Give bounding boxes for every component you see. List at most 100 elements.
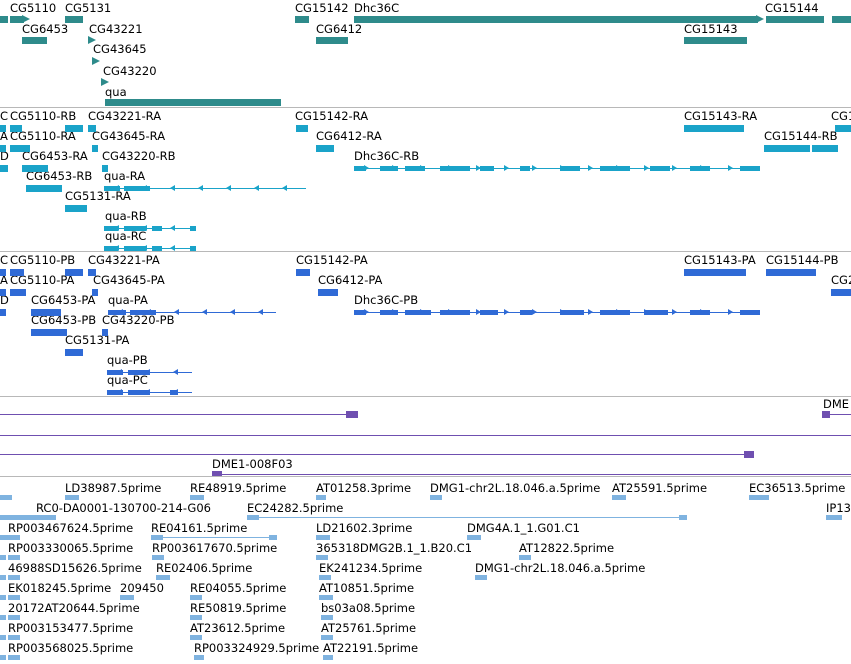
feature-glyph[interactable] (156, 575, 170, 580)
intron-line[interactable] (104, 228, 196, 229)
feature-glyph[interactable] (600, 166, 630, 171)
strand-arrow[interactable] (173, 369, 178, 375)
feature-glyph[interactable] (8, 615, 20, 620)
feature-glyph[interactable] (152, 246, 162, 251)
feature-glyph[interactable] (612, 495, 626, 500)
feature-glyph[interactable] (812, 145, 838, 152)
strand-arrow[interactable] (142, 245, 147, 251)
feature-glyph[interactable] (190, 595, 202, 600)
strand-arrow[interactable] (114, 245, 119, 251)
feature-glyph[interactable] (295, 16, 309, 23)
feature-glyph[interactable] (475, 575, 487, 580)
intron-line[interactable] (354, 168, 760, 169)
feature-glyph[interactable] (10, 269, 24, 276)
feature-glyph[interactable] (0, 595, 6, 600)
feature-glyph[interactable] (0, 145, 6, 152)
feature-glyph[interactable] (740, 166, 760, 171)
feature-glyph[interactable] (128, 370, 150, 375)
feature-glyph[interactable] (92, 289, 98, 296)
strand-arrow[interactable] (728, 309, 733, 315)
feature-glyph[interactable] (104, 186, 120, 191)
intron-line[interactable] (354, 312, 760, 313)
feature-glyph[interactable] (831, 289, 851, 296)
feature-glyph[interactable] (0, 555, 6, 560)
strand-arrow[interactable] (476, 309, 481, 315)
feature-glyph[interactable] (102, 165, 108, 172)
strand-arrow[interactable] (700, 309, 705, 315)
feature-glyph[interactable] (520, 310, 532, 315)
feature-glyph[interactable] (0, 269, 6, 276)
feature-glyph[interactable] (684, 37, 747, 44)
strand-arrow[interactable] (672, 309, 677, 315)
feature-glyph[interactable] (247, 515, 259, 520)
strand-arrow[interactable] (198, 185, 203, 191)
feature-glyph[interactable] (480, 166, 494, 171)
strand-arrow[interactable] (118, 309, 123, 315)
feature-glyph[interactable] (0, 655, 6, 660)
est-line[interactable] (151, 537, 277, 538)
feature-glyph[interactable] (405, 310, 431, 315)
feature-glyph[interactable] (319, 595, 333, 600)
feature-glyph[interactable] (128, 390, 150, 395)
strand-arrow[interactable] (174, 309, 179, 315)
strand-arrow[interactable] (476, 165, 481, 171)
feature-glyph[interactable] (744, 451, 754, 458)
feature-glyph[interactable] (354, 166, 366, 171)
feature-glyph[interactable] (92, 145, 98, 152)
feature-glyph[interactable] (108, 310, 126, 315)
strand-arrow[interactable] (560, 309, 565, 315)
feature-glyph[interactable] (316, 145, 334, 152)
feature-glyph[interactable] (684, 269, 746, 276)
feature-glyph[interactable] (104, 226, 118, 231)
feature-glyph[interactable] (10, 289, 26, 296)
feature-glyph[interactable] (8, 635, 20, 640)
feature-glyph[interactable] (440, 310, 470, 315)
strand-arrow[interactable] (672, 165, 677, 171)
feature-glyph[interactable] (31, 309, 61, 316)
feature-glyph[interactable] (832, 16, 851, 23)
feature-glyph[interactable] (318, 289, 338, 296)
feature-glyph[interactable] (835, 125, 851, 132)
strand-arrow[interactable] (101, 78, 109, 86)
feature-glyph[interactable] (316, 37, 348, 44)
feature-glyph[interactable] (88, 125, 96, 132)
feature-glyph[interactable] (380, 310, 398, 315)
strand-arrow[interactable] (202, 309, 207, 315)
strand-arrow[interactable] (230, 309, 235, 315)
feature-glyph[interactable] (269, 535, 277, 540)
feature-glyph[interactable] (0, 165, 8, 172)
strand-arrow[interactable] (142, 225, 147, 231)
feature-glyph[interactable] (764, 145, 810, 152)
strand-arrow[interactable] (392, 165, 397, 171)
strand-arrow[interactable] (92, 57, 100, 65)
feature-glyph[interactable] (190, 226, 196, 231)
feature-glyph[interactable] (296, 125, 308, 132)
feature-glyph[interactable] (65, 349, 83, 356)
feature-glyph[interactable] (0, 125, 6, 132)
feature-glyph[interactable] (346, 411, 358, 418)
feature-glyph[interactable] (0, 615, 6, 620)
strand-arrow[interactable] (448, 165, 453, 171)
feature-glyph[interactable] (380, 166, 398, 171)
feature-glyph[interactable] (10, 145, 30, 152)
strand-arrow[interactable] (282, 185, 287, 191)
feature-glyph[interactable] (120, 595, 134, 600)
strand-arrow[interactable] (644, 309, 649, 315)
feature-glyph[interactable] (321, 635, 333, 640)
strand-arrow[interactable] (728, 165, 733, 171)
feature-glyph[interactable] (766, 269, 816, 276)
feature-glyph[interactable] (354, 310, 366, 315)
strand-arrow[interactable] (117, 369, 122, 375)
feature-glyph[interactable] (65, 205, 87, 212)
feature-glyph[interactable] (684, 125, 744, 132)
feature-glyph[interactable] (190, 615, 202, 620)
strand-arrow[interactable] (700, 165, 705, 171)
feature-glyph[interactable] (8, 575, 20, 580)
feature-glyph[interactable] (36, 515, 56, 520)
feature-glyph[interactable] (65, 495, 79, 500)
feature-glyph[interactable] (321, 615, 333, 620)
feature-glyph[interactable] (152, 226, 162, 231)
intron-line[interactable] (104, 248, 196, 249)
feature-glyph[interactable] (152, 555, 164, 560)
feature-glyph[interactable] (107, 390, 123, 395)
